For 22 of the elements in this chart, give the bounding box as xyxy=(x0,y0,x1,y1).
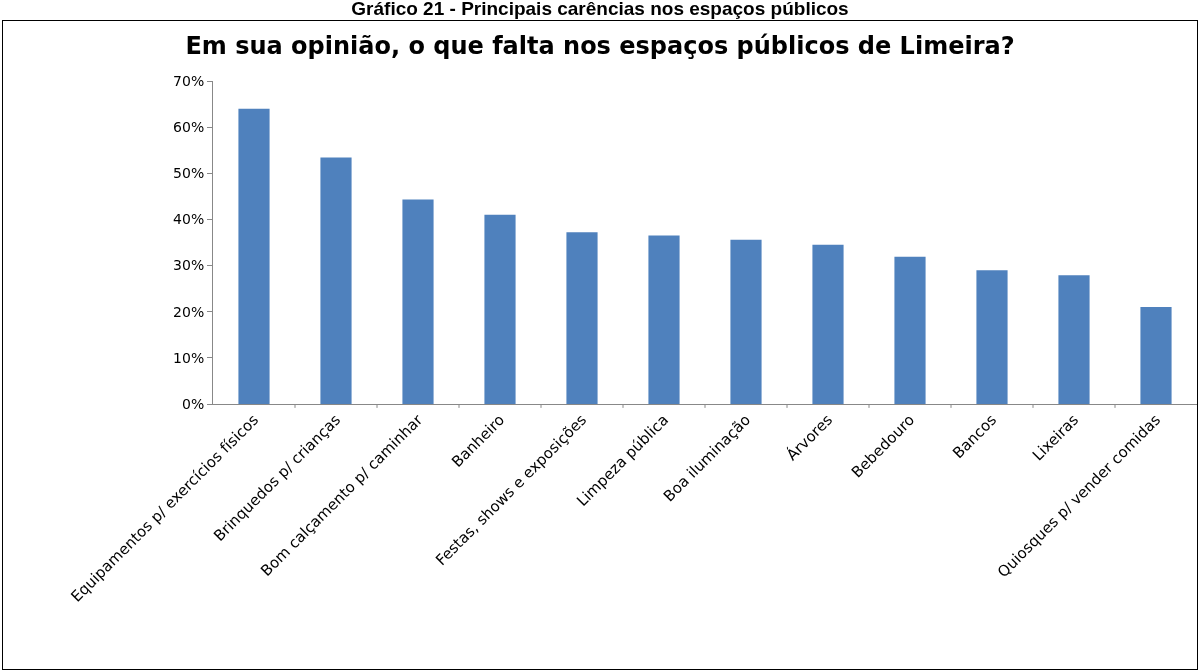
bar xyxy=(894,256,926,404)
bar xyxy=(238,108,270,404)
bar xyxy=(730,239,762,404)
y-tick-label: 60% xyxy=(173,119,205,136)
bar xyxy=(402,199,434,404)
bar xyxy=(976,270,1008,404)
chart-title: Em sua opinião, o que falta nos espaços públicos de Limeira? xyxy=(185,32,1015,60)
bar xyxy=(648,235,680,404)
y-tick-label: 70% xyxy=(173,72,205,89)
bar xyxy=(484,214,516,404)
y-tick-label: 0% xyxy=(181,395,205,412)
bar xyxy=(566,232,598,404)
chart-subtitle: Gráfico 21 - Principais carências nos espaços públicos xyxy=(350,0,850,20)
y-tick-label: 30% xyxy=(173,257,205,274)
y-tick-label: 20% xyxy=(173,303,205,320)
bar xyxy=(1058,275,1090,404)
bar xyxy=(1140,307,1172,404)
bar xyxy=(812,244,844,404)
bar xyxy=(320,157,352,404)
y-tick-label: 10% xyxy=(173,349,205,366)
y-tick-label: 50% xyxy=(173,165,205,182)
y-tick-label: 40% xyxy=(173,211,205,228)
